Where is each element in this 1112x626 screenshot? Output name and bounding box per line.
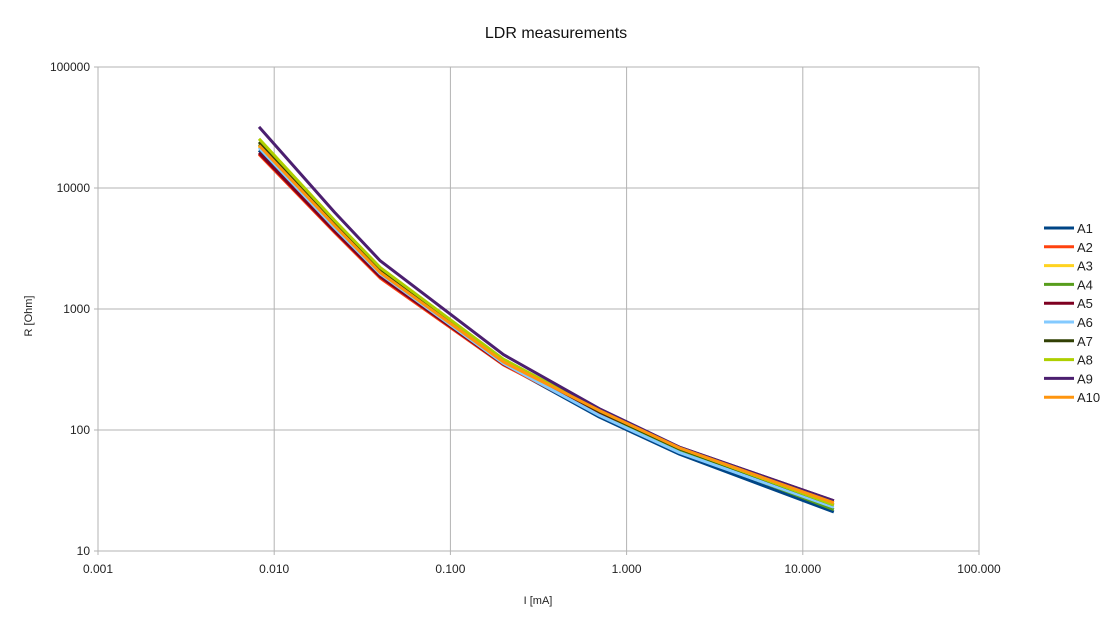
x-tick-label: 100.000 [957, 562, 1001, 576]
legend-label-a1: A1 [1077, 221, 1093, 236]
chart-title: LDR measurements [485, 25, 627, 42]
legend-label-a7: A7 [1077, 334, 1093, 349]
y-tick-label: 100 [70, 423, 90, 437]
y-tick-label: 1000 [63, 302, 90, 316]
series-line-a10 [257, 144, 835, 505]
y-axis-ticks: 10 100 1000 10000 100000 [50, 60, 90, 558]
series-line-a6 [257, 146, 835, 509]
x-tick-label: 0.010 [259, 562, 289, 576]
x-axis-ticks: 0.001 0.010 0.100 1.000 10.000 100.000 [83, 562, 1001, 576]
legend-label-a3: A3 [1077, 259, 1093, 274]
y-axis-label: R [Ohm] [23, 296, 35, 337]
legend-label-a6: A6 [1077, 315, 1093, 330]
legend-label-a4: A4 [1077, 277, 1093, 292]
y-tick-label: 10000 [57, 181, 91, 195]
y-tick-label: 10 [77, 544, 91, 558]
x-tick-label: 0.001 [83, 562, 113, 576]
y-tick-label: 100000 [50, 60, 90, 74]
legend: A1 A2 A3 A4 A5 A6 A7 A8 A9 A10 [1044, 221, 1100, 405]
legend-label-a2: A2 [1077, 240, 1093, 255]
legend-label-a8: A8 [1077, 353, 1093, 368]
x-tick-label: 10.000 [784, 562, 821, 576]
series-line-a9 [257, 125, 835, 503]
x-tick-label: 1.000 [612, 562, 642, 576]
series-line-a8 [257, 137, 835, 507]
series-line-a4 [257, 143, 835, 511]
series-line-a3 [257, 145, 835, 505]
series-line-a2 [257, 153, 835, 507]
series-line-a7 [257, 140, 835, 507]
series-line-a5 [257, 151, 835, 503]
x-axis-label: I [mA] [524, 595, 553, 607]
legend-label-a9: A9 [1077, 371, 1093, 386]
legend-label-a5: A5 [1077, 296, 1093, 311]
grid [94, 66, 980, 555]
series-line-a1 [257, 149, 835, 514]
x-tick-label: 0.100 [435, 562, 465, 576]
legend-label-a10: A10 [1077, 390, 1100, 405]
series-lines [257, 125, 835, 514]
